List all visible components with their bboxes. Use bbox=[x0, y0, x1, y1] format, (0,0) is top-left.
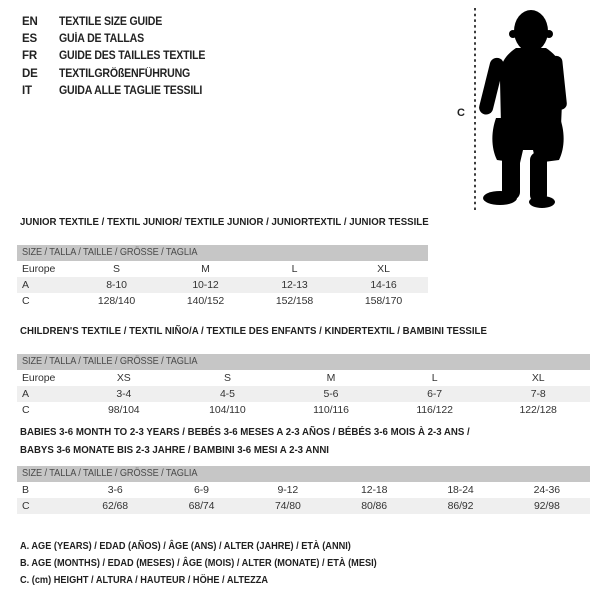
table-row: C 62/68 68/74 74/80 80/86 86/92 92/98 bbox=[17, 498, 590, 514]
language-label: GUÍA DE TALLAS bbox=[59, 33, 144, 46]
row-label: A bbox=[22, 388, 29, 400]
row-label: C bbox=[22, 500, 30, 512]
language-code: IT bbox=[22, 85, 32, 98]
size-cell: S bbox=[113, 263, 120, 275]
row-label: C bbox=[22, 295, 30, 307]
size-cell: 140/152 bbox=[186, 295, 225, 307]
size-cell: 3-4 bbox=[116, 388, 132, 400]
size-cell: S bbox=[223, 372, 231, 384]
row-label: A bbox=[22, 279, 29, 291]
size-cell: 12-13 bbox=[281, 279, 308, 291]
size-cell: 98/104 bbox=[108, 404, 140, 416]
language-code: EN bbox=[22, 15, 38, 28]
size-cell: 92/98 bbox=[533, 500, 560, 512]
size-header-row: SIZE / TALLA / TAILLE / GRÖSSE / TAGLIA bbox=[17, 354, 590, 370]
language-label: GUIDA ALLE TAGLIE TESSILI bbox=[59, 85, 203, 98]
babies-table-title: BABIES 3-6 MONTH TO 2-3 YEARS / BEBÉS 3-… bbox=[20, 426, 470, 456]
size-cell: 86/92 bbox=[447, 500, 474, 512]
footnote-a: A. AGE (YEARS) / EDAD (AÑOS) / ÂGE (ANS)… bbox=[20, 541, 351, 552]
language-code: ES bbox=[22, 33, 37, 46]
size-cell: 7-8 bbox=[530, 388, 546, 400]
language-row-fr: FR GUIDE DES TAILLES TEXTILE bbox=[22, 48, 218, 65]
size-cell: 158/170 bbox=[364, 295, 403, 307]
row-label: C bbox=[22, 404, 30, 416]
language-label: TEXTILGRÖßENFÜHRUNG bbox=[59, 67, 191, 80]
size-cell: XL bbox=[377, 263, 390, 275]
table-row: B 3-6 6-9 9-12 12-18 18-24 24-36 bbox=[17, 482, 590, 498]
language-row-it: IT GUIDA ALLE TAGLIE TESSILI bbox=[22, 83, 218, 100]
row-label: Europe bbox=[22, 372, 56, 384]
size-cell: L bbox=[431, 372, 438, 384]
junior-size-table: SIZE / TALLA / TAILLE / GRÖSSE / TAGLIA … bbox=[17, 245, 428, 309]
size-cell: 10-12 bbox=[192, 279, 219, 291]
size-cell: XL bbox=[531, 372, 545, 384]
size-cell: 80/86 bbox=[361, 500, 388, 512]
size-cell: L bbox=[291, 263, 298, 275]
size-cell: 6-7 bbox=[427, 388, 443, 400]
footnote-legend: A. AGE (YEARS) / EDAD (AÑOS) / ÂGE (ANS)… bbox=[20, 538, 408, 590]
size-cell: 3-6 bbox=[107, 484, 123, 496]
size-cell: 24-36 bbox=[533, 484, 560, 496]
size-cell: 116/122 bbox=[416, 404, 453, 416]
size-cell: 152/158 bbox=[275, 295, 314, 307]
size-cell: 6-9 bbox=[194, 484, 209, 496]
language-code: FR bbox=[22, 50, 37, 63]
size-cell: XS bbox=[116, 372, 131, 384]
table-row: A 3-4 4-5 5-6 6-7 7-8 bbox=[17, 386, 590, 402]
size-cell: 122/128 bbox=[519, 404, 557, 416]
row-label: Europe bbox=[22, 263, 56, 275]
size-cell: 4-5 bbox=[219, 388, 235, 400]
language-row-de: DE TEXTILGRÖßENFÜHRUNG bbox=[22, 65, 218, 82]
size-cell: 9-12 bbox=[277, 484, 299, 496]
language-row-es: ES GUÍA DE TALLAS bbox=[22, 30, 218, 47]
table-row: Europe S M L XL bbox=[17, 261, 428, 277]
size-cell: 110/116 bbox=[313, 404, 349, 416]
size-cell: 12-18 bbox=[360, 484, 388, 496]
size-cell: 62/68 bbox=[102, 500, 129, 512]
row-label: B bbox=[22, 484, 29, 496]
size-cell: 18-24 bbox=[447, 484, 474, 496]
footnote-b: B. AGE (MONTHS) / EDAD (MESES) / ÂGE (MO… bbox=[20, 558, 377, 570]
size-header-row: SIZE / TALLA / TAILLE / GRÖSSE / TAGLIA bbox=[17, 466, 590, 482]
size-cell: 128/140 bbox=[97, 295, 136, 307]
table-row: A 8-10 10-12 12-13 14-16 bbox=[17, 277, 428, 293]
table-row: Europe XS S M L XL bbox=[17, 370, 590, 386]
size-cell: 104/110 bbox=[209, 404, 246, 416]
table-row: C 98/104 104/110 110/116 116/122 122/128 bbox=[17, 402, 590, 418]
junior-table-title: JUNIOR TEXTILE / TEXTIL JUNIOR/ TEXTILE … bbox=[20, 216, 429, 228]
size-cell: M bbox=[326, 372, 336, 384]
size-cell: 74/80 bbox=[274, 500, 301, 512]
size-cell: 8-10 bbox=[106, 279, 127, 291]
language-code: DE bbox=[22, 67, 38, 80]
baby-silhouette-icon bbox=[474, 8, 567, 212]
size-cell: 14-16 bbox=[370, 279, 397, 291]
table-row: C 128/140 140/152 152/158 158/170 bbox=[17, 293, 428, 309]
size-cell: M bbox=[201, 263, 210, 275]
size-cell: 5-6 bbox=[323, 388, 339, 400]
language-title-list: EN TEXTILE SIZE GUIDE ES GUÍA DE TALLAS … bbox=[22, 13, 218, 100]
language-row-en: EN TEXTILE SIZE GUIDE bbox=[22, 13, 218, 30]
children-size-table: SIZE / TALLA / TAILLE / GRÖSSE / TAGLIA … bbox=[17, 354, 590, 418]
size-cell: 68/74 bbox=[188, 500, 215, 512]
size-header-row: SIZE / TALLA / TAILLE / GRÖSSE / TAGLIA bbox=[17, 245, 428, 261]
footnote-c: C. (cm) HEIGHT / ALTURA / HAUTEUR / HÖHE… bbox=[20, 575, 269, 587]
babies-size-table: SIZE / TALLA / TAILLE / GRÖSSE / TAGLIA … bbox=[17, 466, 590, 514]
language-label: TEXTILE SIZE GUIDE bbox=[59, 15, 163, 28]
children-table-title: CHILDREN'S TEXTILE / TEXTIL NIÑO/A / TEX… bbox=[20, 325, 487, 337]
language-label: GUIDE DES TAILLES TEXTILE bbox=[59, 50, 206, 63]
height-measure-label: C bbox=[457, 107, 465, 119]
